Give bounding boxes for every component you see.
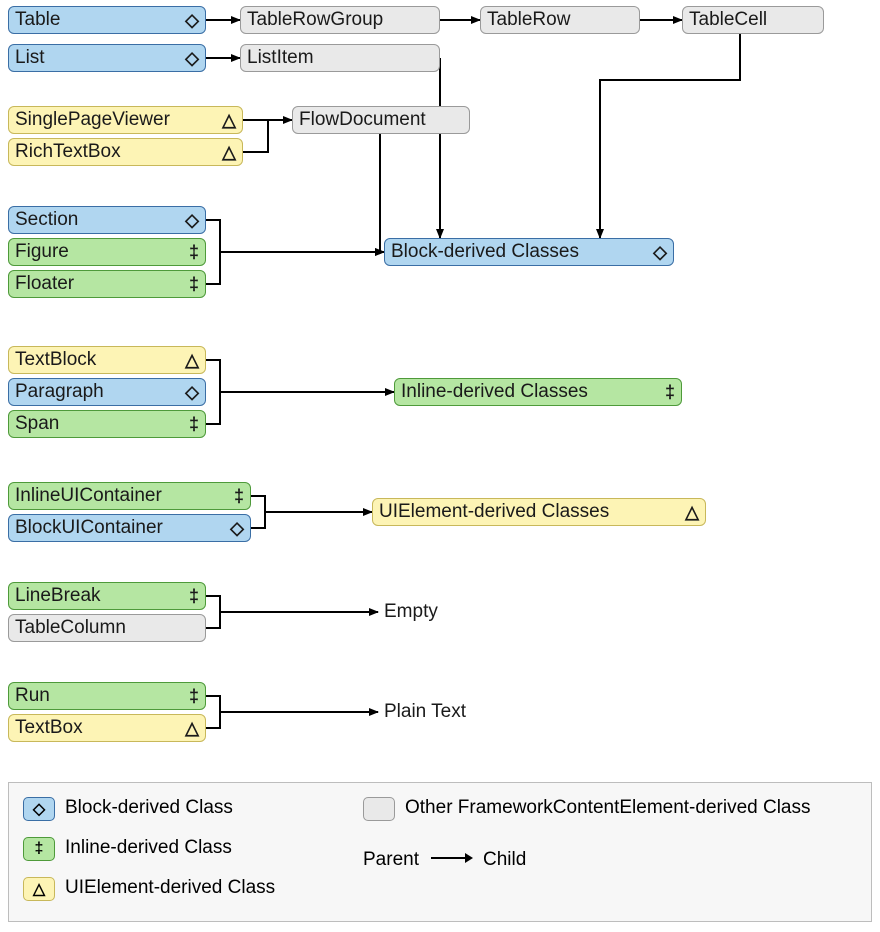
- inline-glyph-icon: ‡: [189, 273, 199, 295]
- node-label: SinglePageViewer: [15, 109, 218, 131]
- node-label: TableColumn: [15, 617, 199, 639]
- text-empty: Empty: [384, 598, 438, 626]
- node-label: RichTextBox: [15, 141, 218, 163]
- legend-label: Other FrameworkContentElement-derived Cl…: [405, 797, 811, 819]
- arrow-6: [600, 34, 740, 238]
- inline-glyph-icon: ‡: [665, 381, 675, 403]
- node-label: Span: [15, 413, 185, 435]
- node-label: ListItem: [247, 47, 433, 69]
- arrow-11: [206, 360, 220, 424]
- node-label: TableRow: [487, 9, 633, 31]
- legend-label: UIElement-derived Class: [65, 877, 275, 899]
- node-section: Section◇: [8, 206, 206, 234]
- legend-label: Block-derived Class: [65, 797, 233, 819]
- node-label: Figure: [15, 241, 185, 263]
- inline-glyph-icon: ‡: [189, 585, 199, 607]
- block-glyph-icon: ◇: [653, 241, 667, 263]
- uielem-glyph-icon: △: [185, 349, 199, 371]
- block-glyph-icon: ◇: [185, 209, 199, 231]
- node-label: Table: [15, 9, 181, 31]
- node-label: Section: [15, 209, 181, 231]
- node-uielemderived: UIElement-derived Classes△: [372, 498, 706, 526]
- node-tablecolumn: TableColumn: [8, 614, 206, 642]
- node-tablerow: TableRow: [480, 6, 640, 34]
- node-label: LineBreak: [15, 585, 185, 607]
- legend-row-inline: ‡ Inline-derived Class: [23, 837, 363, 861]
- arrow-9: [206, 220, 220, 284]
- node-label: TextBox: [15, 717, 181, 739]
- uielem-swatch-icon: △: [23, 877, 55, 901]
- node-label: BlockUIContainer: [15, 517, 226, 539]
- block-glyph-icon: ◇: [230, 517, 244, 539]
- inline-glyph-icon: ‡: [189, 413, 199, 435]
- node-run: Run‡: [8, 682, 206, 710]
- uielem-glyph-icon: △: [685, 501, 699, 523]
- arrow-13: [251, 496, 265, 528]
- node-textblock: TextBlock△: [8, 346, 206, 374]
- legend: ◇ Block-derived Class ‡ Inline-derived Clas…: [8, 782, 872, 922]
- node-label: TextBlock: [15, 349, 181, 371]
- node-label: Inline-derived Classes: [401, 381, 661, 403]
- uielem-glyph-icon: △: [185, 717, 199, 739]
- block-glyph-icon: ◇: [185, 381, 199, 403]
- node-label: Block-derived Classes: [391, 241, 649, 263]
- legend-arrow-icon: [419, 849, 483, 871]
- legend-row-uielem: △ UIElement-derived Class: [23, 877, 363, 901]
- node-linebreak: LineBreak‡: [8, 582, 206, 610]
- node-flowdocument: FlowDocument: [292, 106, 470, 134]
- node-label: TableCell: [689, 9, 817, 31]
- node-label: TableRowGroup: [247, 9, 433, 31]
- node-textbox: TextBox△: [8, 714, 206, 742]
- inline-glyph-icon: ‡: [189, 241, 199, 263]
- legend-row-block: ◇ Block-derived Class: [23, 797, 363, 821]
- arrow-17: [206, 696, 220, 728]
- node-label: List: [15, 47, 181, 69]
- node-table: Table◇: [8, 6, 206, 34]
- text-plaintext: Plain Text: [384, 698, 466, 726]
- node-singlepageviewer: SinglePageViewer△: [8, 106, 243, 134]
- block-swatch-icon: ◇: [23, 797, 55, 821]
- node-label: Paragraph: [15, 381, 181, 403]
- node-label: InlineUIContainer: [15, 485, 230, 507]
- node-inlinederived: Inline-derived Classes‡: [394, 378, 682, 406]
- node-label: UIElement-derived Classes: [379, 501, 681, 523]
- uielem-glyph-icon: △: [222, 141, 236, 163]
- node-span: Span‡: [8, 410, 206, 438]
- node-figure: Figure‡: [8, 238, 206, 266]
- node-tablecell: TableCell: [682, 6, 824, 34]
- inline-swatch-icon: ‡: [23, 837, 55, 861]
- node-list: List◇: [8, 44, 206, 72]
- node-floater: Floater‡: [8, 270, 206, 298]
- node-blockderived: Block-derived Classes◇: [384, 238, 674, 266]
- node-listitem: ListItem: [240, 44, 440, 72]
- arrow-4: [243, 120, 268, 152]
- node-blockuicontainer: BlockUIContainer◇: [8, 514, 251, 542]
- inline-glyph-icon: ‡: [234, 485, 244, 507]
- legend-row-other: Other FrameworkContentElement-derived Cl…: [363, 797, 833, 821]
- node-richtextbox: RichTextBox△: [8, 138, 243, 166]
- block-glyph-icon: ◇: [185, 9, 199, 31]
- diagram-canvas: { "colors": { "block_fill": "#b0d6f0", "…: [0, 0, 880, 932]
- legend-parent-label: Parent: [363, 849, 419, 871]
- legend-child-label: Child: [483, 849, 526, 871]
- node-inlineuicontainer: InlineUIContainer‡: [8, 482, 251, 510]
- node-label: Floater: [15, 273, 185, 295]
- uielem-glyph-icon: △: [222, 109, 236, 131]
- node-label: FlowDocument: [299, 109, 463, 131]
- node-tablerowgroup: TableRowGroup: [240, 6, 440, 34]
- legend-row-arrow: Parent Child: [363, 849, 833, 871]
- node-paragraph: Paragraph◇: [8, 378, 206, 406]
- other-swatch-icon: [363, 797, 395, 821]
- legend-label: Inline-derived Class: [65, 837, 232, 859]
- node-label: Run: [15, 685, 185, 707]
- arrow-8: [380, 134, 384, 252]
- arrow-15: [206, 596, 220, 628]
- inline-glyph-icon: ‡: [189, 685, 199, 707]
- block-glyph-icon: ◇: [185, 47, 199, 69]
